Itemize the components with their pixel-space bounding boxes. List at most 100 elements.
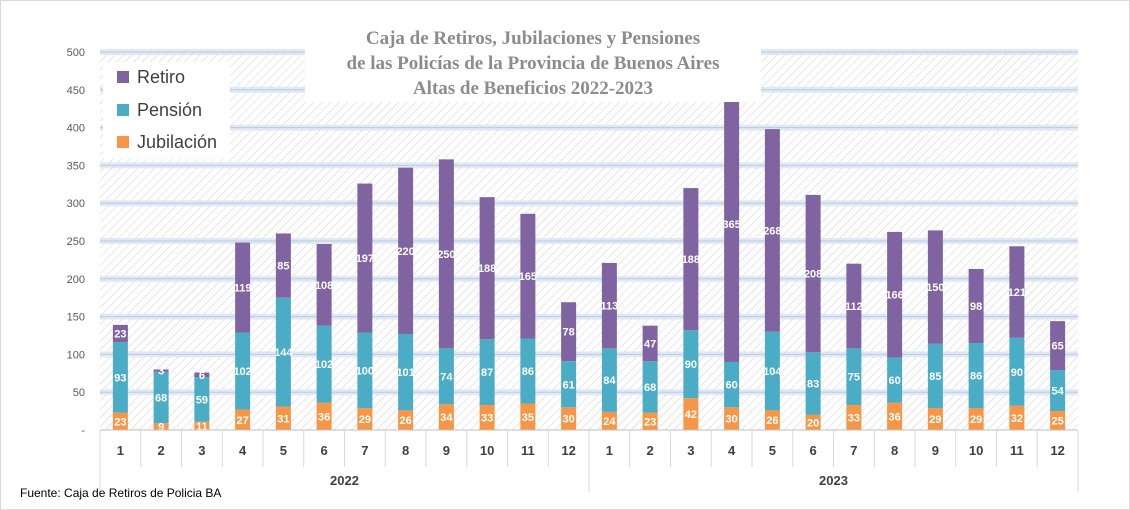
- bar-jubilacion: [601, 411, 617, 430]
- title-line-2: de las Policías de la Provincia de Bueno…: [346, 53, 720, 74]
- y-axis: - 50 100 150 200 250 300 350 400 450 500: [67, 47, 86, 437]
- bar-retiro: [479, 197, 495, 340]
- data-label-retiro: 65: [1052, 341, 1064, 353]
- bar-pension: [1009, 337, 1025, 406]
- x-category-label: 7: [850, 443, 857, 458]
- data-label-retiro: 108: [315, 280, 333, 292]
- x-category-label: 1: [117, 443, 124, 458]
- data-label-retiro: 197: [356, 253, 374, 265]
- bar-jubilacion: [1009, 405, 1025, 430]
- data-label-jubilacion: 11: [196, 421, 208, 433]
- bar-jubilacion: [520, 403, 536, 430]
- data-label-retiro: 165: [519, 271, 537, 283]
- data-label-retiro: 188: [478, 263, 496, 275]
- data-label-retiro: 250: [437, 249, 455, 261]
- bar-retiro: [968, 268, 984, 344]
- bar-pension: [764, 331, 780, 411]
- y-tick-label: 350: [67, 160, 85, 172]
- x-category-label: 9: [932, 443, 939, 458]
- data-label-pension: 68: [644, 382, 656, 394]
- data-label-retiro: 208: [804, 269, 822, 281]
- data-label-pension: 144: [274, 347, 293, 359]
- legend-item-retiro: Retiro: [117, 66, 185, 88]
- data-label-pension: 85: [929, 371, 941, 383]
- y-tick-label: 150: [67, 312, 85, 324]
- bar-retiro: [194, 372, 210, 378]
- data-label-retiro: 188: [682, 254, 700, 266]
- data-label-retiro: 3: [158, 366, 164, 378]
- data-label-pension: 90: [685, 359, 697, 371]
- bar-pension: [846, 348, 862, 406]
- bar-retiro: [1009, 246, 1025, 338]
- data-label-pension: 102: [233, 366, 251, 378]
- bar-jubilacion: [1050, 411, 1066, 430]
- x-category-label: 3: [198, 443, 205, 458]
- data-label-retiro: 365: [722, 219, 740, 231]
- data-label-retiro: 121: [1008, 287, 1026, 299]
- bar-jubilacion: [642, 412, 658, 430]
- bar-retiro: [846, 263, 862, 349]
- x-category-label: 10: [969, 443, 983, 458]
- chart-title: Caja de Retiros, Jubilaciones y Pensione…: [305, 26, 761, 102]
- data-label-jubilacion: 26: [766, 415, 778, 427]
- data-label-pension: 84: [603, 375, 616, 387]
- data-label-pension: 100: [356, 365, 374, 377]
- data-label-pension: 104: [763, 366, 782, 378]
- data-label-jubilacion: 33: [481, 413, 493, 425]
- y-tick-label: 200: [67, 274, 85, 286]
- x-category-label: 2: [647, 443, 654, 458]
- data-label-retiro: 112: [845, 301, 863, 313]
- bar-pension: [316, 325, 332, 403]
- legend-label-retiro: Retiro: [137, 66, 186, 87]
- x-category-label: 5: [280, 443, 287, 458]
- data-label-pension: 74: [440, 371, 453, 383]
- bars: [112, 86, 1066, 430]
- bar-retiro: [887, 231, 903, 358]
- bar-pension: [968, 343, 984, 409]
- data-label-jubilacion: 29: [970, 414, 982, 426]
- data-label-jubilacion: 35: [522, 412, 534, 424]
- data-label-jubilacion: 33: [848, 413, 860, 425]
- x-category-label: 12: [561, 443, 575, 458]
- bar-retiro: [805, 194, 821, 353]
- bar-pension: [887, 357, 903, 403]
- data-label-pension: 68: [155, 392, 167, 404]
- data-label-pension: 54: [1052, 386, 1065, 398]
- x-category-label: 9: [443, 443, 450, 458]
- bar-pension: [642, 361, 658, 413]
- bar-pension: [438, 348, 454, 405]
- data-label-retiro: 119: [234, 282, 252, 294]
- data-label-retiro: 268: [763, 225, 781, 237]
- legend-label-jubilacion: Jubilación: [137, 131, 218, 152]
- y-tick-label: 100: [67, 349, 85, 361]
- x-category-label: 8: [891, 443, 898, 458]
- data-label-retiro: 78: [563, 327, 575, 339]
- data-label-retiro: 166: [885, 290, 903, 302]
- bar-pension: [112, 342, 128, 413]
- bar-jubilacion: [927, 408, 943, 430]
- data-label-pension: 86: [522, 366, 534, 378]
- data-label-retiro: 6: [199, 370, 205, 382]
- bar-jubilacion: [357, 408, 373, 430]
- y-tick-label: 400: [67, 123, 85, 135]
- bar-jubilacion: [438, 404, 454, 430]
- x-category-label: 4: [728, 443, 736, 458]
- data-label-jubilacion: 23: [114, 416, 126, 428]
- x-category-label: 12: [1050, 443, 1064, 458]
- source-note: Fuente: Caja de Retiros de Policia BA: [20, 486, 222, 500]
- x-category-label: 11: [1010, 443, 1024, 458]
- bar-retiro: [275, 233, 291, 298]
- data-label-jubilacion: 30: [563, 414, 575, 426]
- legend-item-pension: Pensión: [117, 99, 202, 121]
- data-label-retiro: 85: [277, 261, 289, 273]
- data-label-jubilacion: 26: [400, 415, 412, 427]
- bar-retiro: [561, 302, 577, 362]
- data-label-pension: 83: [807, 379, 819, 391]
- bar-retiro: [683, 188, 699, 331]
- y-tick-label: 250: [67, 236, 85, 248]
- bar-jubilacion: [683, 398, 699, 430]
- x-category-label: 6: [810, 443, 817, 458]
- data-label-pension: 61: [563, 379, 575, 391]
- y-tick-label: 50: [73, 387, 85, 399]
- data-labels: 23 93 23 9 68 3 11 59 6 27 102 119 31 144 85 36 102 108 29…: [114, 219, 1064, 434]
